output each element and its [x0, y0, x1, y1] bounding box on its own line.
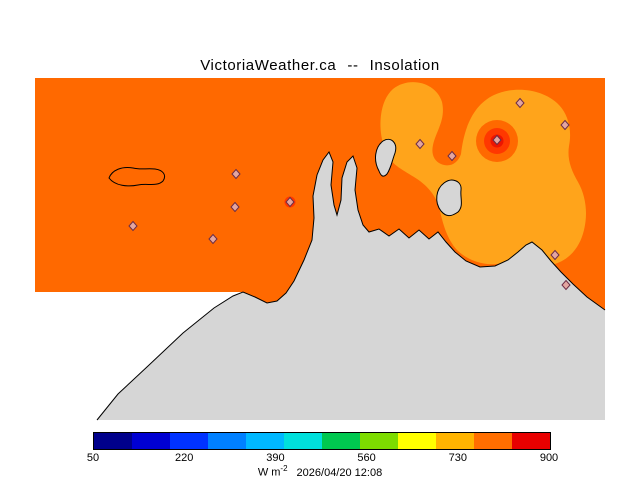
- map-title-site: VictoriaWeather.ca: [200, 57, 337, 74]
- timestamp: 2026/04/20 12:08: [296, 466, 383, 479]
- colorbar-segment: [322, 433, 360, 449]
- colorbar-segment: [512, 433, 550, 449]
- colorbar-segment: [246, 433, 284, 449]
- station-marker: [561, 279, 571, 291]
- colorbar-segment: [360, 433, 398, 449]
- station-markers: [128, 97, 571, 291]
- station-marker: [492, 134, 502, 146]
- colorbar-tick-label: 390: [266, 452, 285, 464]
- colorbar-segment: [474, 433, 512, 449]
- colorbar-tick-label: 220: [175, 452, 194, 464]
- colorbar-segment: [94, 433, 132, 449]
- colorbar-ticks: 50 220 390 560 730 900: [87, 452, 558, 465]
- colorbar-segment: [284, 433, 322, 449]
- map-title-variable: Insolation: [369, 57, 440, 74]
- units-exponent: -2: [280, 464, 288, 473]
- lake-outline: [108, 167, 166, 187]
- colorbar-segment: [132, 433, 170, 449]
- map-title: VictoriaWeather.ca -- Insolation: [0, 57, 640, 74]
- colorbar-segment: [208, 433, 246, 449]
- station-marker: [447, 150, 457, 162]
- colorbar-caption: W m-2 2026/04/20 12:08: [0, 464, 640, 479]
- colorbar-segment: [170, 433, 208, 449]
- station-marker: [285, 196, 295, 208]
- map-title-separator: --: [347, 57, 359, 74]
- colorbar-tick-label: 730: [448, 452, 467, 464]
- colorbar-tick-label: 560: [357, 452, 376, 464]
- station-marker: [230, 201, 240, 213]
- colorbar-tick-label: 900: [539, 452, 559, 464]
- colorbar-gradient: [93, 432, 551, 450]
- harbour-inlet-east: [436, 179, 462, 217]
- station-marker: [560, 119, 570, 131]
- insolation-light-region: [380, 82, 586, 269]
- station-marker: [128, 220, 138, 232]
- colorbar-segment: [436, 433, 474, 449]
- station-marker: [208, 233, 218, 245]
- station-marker: [415, 138, 425, 150]
- colorbar-tick-label: 50: [86, 452, 100, 464]
- station-marker: [231, 168, 241, 180]
- units-label: W m: [257, 466, 281, 479]
- station-marker: [550, 249, 560, 261]
- harbour-inlet-west: [375, 138, 397, 177]
- sea-region: [97, 152, 605, 420]
- station-marker: [515, 97, 525, 109]
- colorbar-segment: [398, 433, 436, 449]
- coastline: [96, 150, 606, 421]
